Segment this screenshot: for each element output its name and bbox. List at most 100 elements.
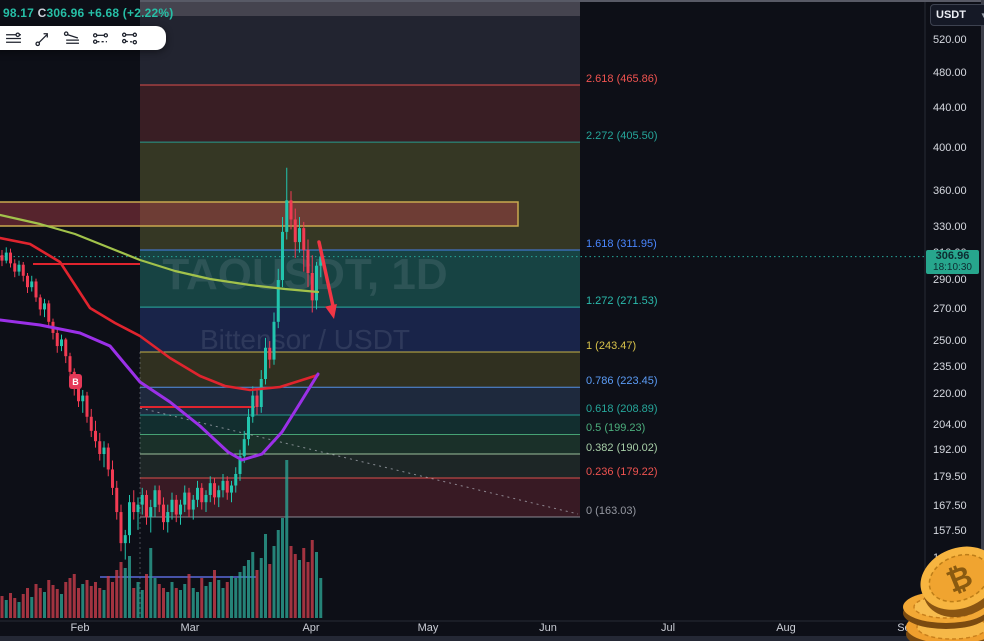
bar-countdown: 18:10:30 xyxy=(933,261,972,273)
volume-bar xyxy=(302,548,306,618)
fib-level-label: 2.618 (465.86) xyxy=(586,73,658,85)
fan-lines-tool-icon[interactable] xyxy=(62,29,81,48)
candle-body xyxy=(264,347,267,379)
b-marker[interactable] xyxy=(69,374,82,389)
volume-bar xyxy=(204,586,208,618)
volume-bar xyxy=(94,582,97,618)
volume-bar xyxy=(102,590,106,618)
candle-body xyxy=(310,272,314,301)
candle-body xyxy=(174,499,178,515)
price-tick-label: 270.00 xyxy=(933,303,967,316)
candle-body xyxy=(9,252,12,264)
volume-bar xyxy=(179,590,182,618)
disjoint-channel-tool-icon[interactable] xyxy=(120,29,139,48)
volume-bar xyxy=(213,570,216,618)
volume-bar xyxy=(145,574,148,618)
volume-bar xyxy=(106,576,110,618)
fib-level-label: 0.618 (208.89) xyxy=(586,403,658,415)
volume-bar xyxy=(13,598,17,618)
volume-bar xyxy=(30,597,34,618)
candle-body xyxy=(208,483,212,495)
candle-body xyxy=(60,339,63,347)
candle-body xyxy=(166,512,170,523)
volume-bar xyxy=(187,574,191,618)
volume-bar xyxy=(115,570,119,618)
candle-body xyxy=(17,264,21,272)
ohlc-legend: 98.17 C306.96 +6.68 (+2.22%) xyxy=(3,6,173,20)
month-label-feb: Feb xyxy=(70,622,90,634)
candle-body xyxy=(77,386,80,402)
volume-bar xyxy=(89,586,93,618)
volume-bar xyxy=(72,574,76,618)
volume-bar xyxy=(221,588,225,618)
volume-bar xyxy=(140,590,144,618)
red-arrow-drawing[interactable] xyxy=(317,240,335,308)
candle-body xyxy=(34,281,38,298)
price-tick-label: 167.50 xyxy=(933,499,967,512)
volume-bar xyxy=(251,552,255,618)
price-tick-label: 520.00 xyxy=(933,33,967,46)
volume-bar xyxy=(9,593,12,618)
candle-body xyxy=(30,281,34,288)
volume-bar xyxy=(247,560,250,618)
candle-body xyxy=(13,263,17,272)
candle-body xyxy=(281,231,284,281)
volume-bar xyxy=(234,578,238,618)
volume-bar xyxy=(85,580,89,618)
candle-body xyxy=(149,507,153,518)
fib-level-label: 0.786 (223.45) xyxy=(586,375,658,388)
candle-body xyxy=(285,200,289,232)
volume-bar xyxy=(315,552,318,618)
candle-body xyxy=(94,430,97,442)
volume-bar xyxy=(51,585,55,618)
currency-dropdown-value: USDT xyxy=(936,9,966,21)
candle-body xyxy=(259,378,263,407)
volume-bar xyxy=(268,564,272,618)
candle-body xyxy=(153,490,157,508)
candle-body xyxy=(191,499,195,510)
fib-band xyxy=(140,453,580,479)
currency-dropdown[interactable]: USDT ▾ xyxy=(930,4,984,26)
parallel-channel-tool-icon[interactable] xyxy=(91,29,110,48)
volume-bar xyxy=(60,594,63,618)
fib-band xyxy=(140,387,580,416)
volume-bar xyxy=(123,568,127,618)
price-tick-label: 400.00 xyxy=(933,141,967,154)
candle-body xyxy=(111,469,114,488)
volume-bar xyxy=(298,560,301,618)
volume-bar xyxy=(289,546,293,618)
candle-body xyxy=(170,499,174,513)
horizontal-lines-tool-icon[interactable] xyxy=(4,29,23,48)
trend-arrow-tool-icon[interactable] xyxy=(33,29,52,48)
volume-bar xyxy=(68,578,72,618)
candle-body xyxy=(315,265,318,301)
supply-zone-box[interactable] xyxy=(0,201,519,227)
volume-bar xyxy=(225,582,229,618)
month-label-aug: Aug xyxy=(776,622,796,634)
price-tick-label: 480.00 xyxy=(933,66,967,79)
volume-bar xyxy=(208,582,212,618)
candle-body xyxy=(238,456,242,474)
fib-level-label: 0 (163.03) xyxy=(586,505,637,517)
volume-bar xyxy=(98,588,102,618)
watermark-pair: Bittensor / USDT xyxy=(200,324,410,355)
candle-body xyxy=(115,487,119,513)
volume-bar xyxy=(77,588,80,618)
drawing-toolbar xyxy=(0,26,166,50)
volume-bar xyxy=(17,602,21,618)
gold-bitcoin-coins-graphic: ₿ xyxy=(903,546,984,641)
volume-bar xyxy=(21,594,25,618)
bottom-strip xyxy=(0,636,984,641)
candle-body xyxy=(302,228,306,250)
candle-body xyxy=(183,492,187,505)
candle-body xyxy=(230,485,233,493)
candle-body xyxy=(98,441,102,455)
volume-bar xyxy=(34,584,38,618)
volume-bar xyxy=(43,592,46,618)
candle-body xyxy=(85,395,89,417)
fib-level-label: 1.272 (271.53) xyxy=(586,295,658,308)
candle-body xyxy=(247,416,250,440)
volume-bar xyxy=(38,588,42,618)
volume-bar xyxy=(0,596,4,618)
